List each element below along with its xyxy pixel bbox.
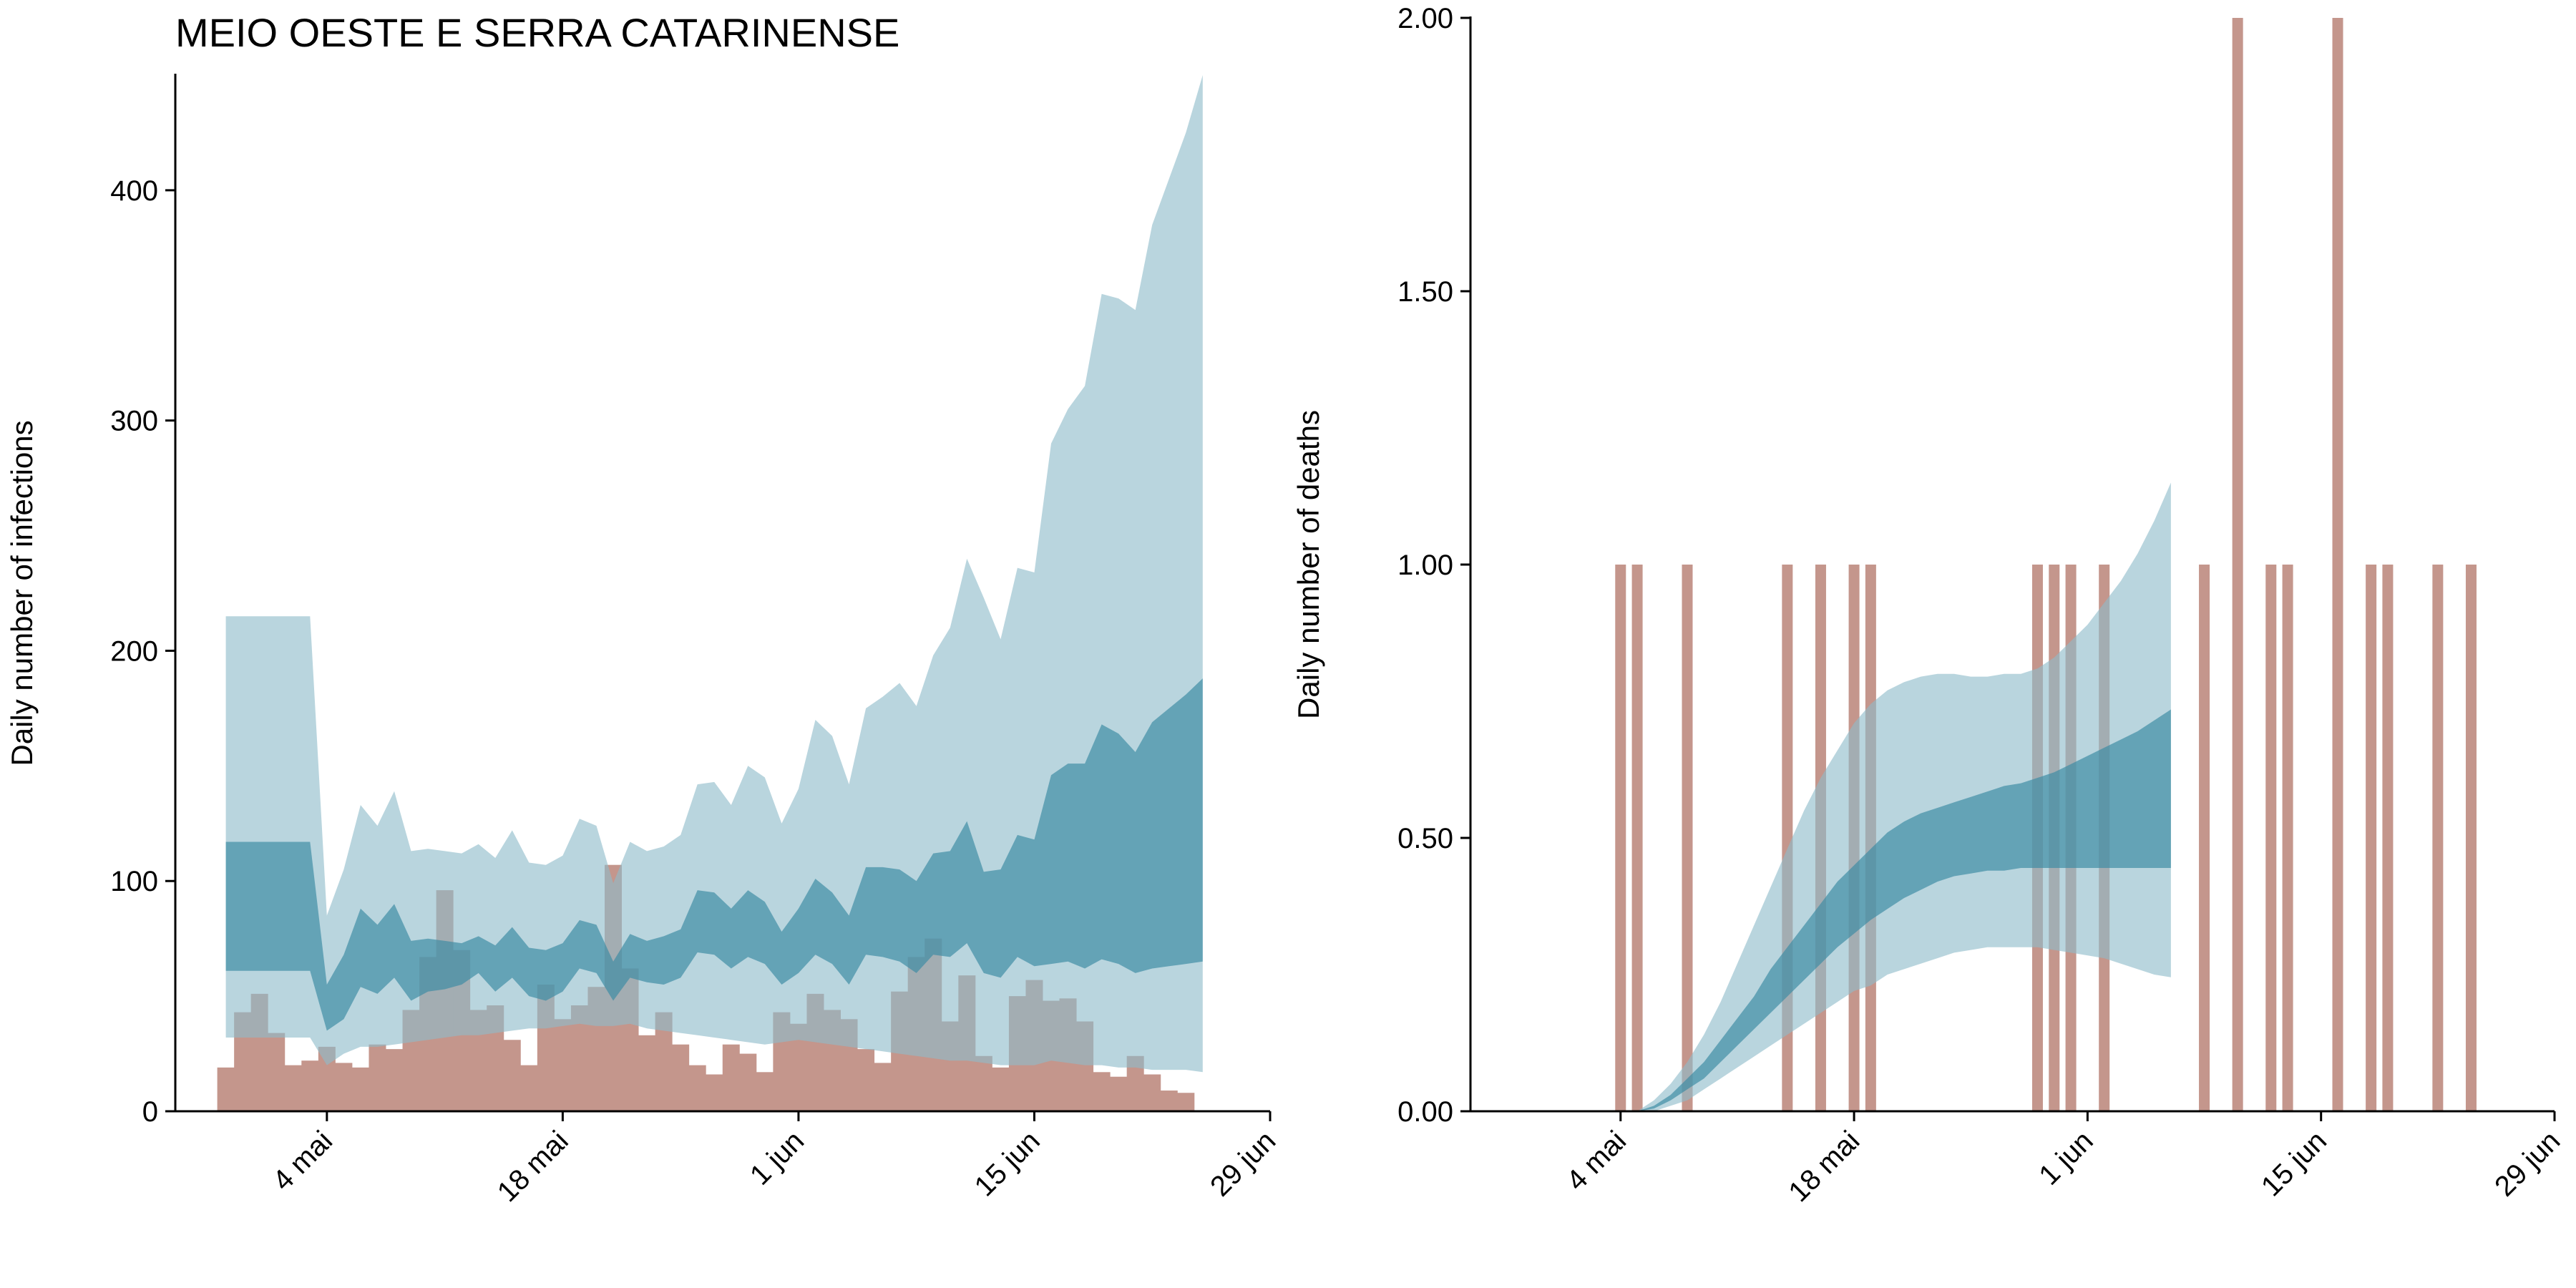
outer_band: [225, 75, 1203, 1073]
bar: [2199, 565, 2210, 1111]
bar: [1682, 565, 1693, 1111]
inner_band: [1637, 709, 2171, 1111]
x-tick-label: 29 jun: [1204, 1125, 1282, 1202]
bar: [706, 1074, 723, 1111]
bar: [520, 1065, 538, 1111]
bar: [217, 1067, 235, 1111]
y-tick-label: 400: [110, 175, 158, 207]
y-tick-label: 1.50: [1397, 276, 1453, 308]
bar: [857, 1049, 875, 1111]
x-tick-label: 4 mai: [267, 1125, 338, 1196]
bar: [688, 1065, 706, 1111]
x-tick-label: 15 jun: [969, 1125, 1046, 1202]
infections-panel: 0 100 200 300 400 4 mai 18 mai 1 jun 15 jun 29 ju…: [5, 74, 1282, 1208]
bar: [369, 1044, 386, 1111]
x-tick-label: 1 jun: [2033, 1125, 2099, 1191]
y-tick-label: 1.00: [1397, 550, 1453, 581]
deaths-panel: 0.00 0.50 1.00 1.50 2.00 4 mai 18 mai 1 jun 15 j…: [1292, 3, 2566, 1208]
bar: [1110, 1076, 1128, 1111]
bar: [386, 1049, 403, 1111]
bar: [722, 1044, 740, 1111]
y-tick-label: 2.00: [1397, 3, 1453, 34]
x-tick-label: 18 mai: [1782, 1125, 1865, 1208]
bar: [992, 1067, 1010, 1111]
bar: [2232, 18, 2243, 1111]
bar: [335, 1063, 353, 1111]
bar: [554, 1019, 572, 1111]
y-tick-label: 300: [110, 406, 158, 437]
bar: [301, 1060, 319, 1111]
bar: [1177, 1093, 1195, 1111]
x-tick-label: 4 mai: [1561, 1125, 1632, 1196]
bar: [503, 1040, 521, 1111]
bar: [1615, 565, 1626, 1111]
x-tick-label: 15 jun: [2255, 1125, 2333, 1202]
bar: [739, 1053, 757, 1111]
bar: [2282, 565, 2293, 1111]
y-axis-title: Daily number of infections: [5, 420, 39, 766]
bars: [1615, 18, 2477, 1111]
x-tick-label: 1 jun: [744, 1125, 810, 1191]
y-axis-title: Daily number of deaths: [1292, 410, 1325, 719]
bar: [672, 1044, 690, 1111]
bar: [2265, 565, 2277, 1111]
y-tick-label: 0: [142, 1096, 158, 1128]
bar: [638, 1035, 656, 1111]
bar: [975, 1055, 992, 1111]
bar: [2332, 18, 2343, 1111]
bar: [351, 1067, 369, 1111]
bar: [2465, 565, 2477, 1111]
bar: [1143, 1074, 1161, 1111]
chart-title: MEIO OESTE E SERRA CATARINENSE: [175, 10, 899, 55]
bar: [268, 1033, 286, 1111]
y-tick-label: 0.00: [1397, 1096, 1453, 1128]
outer_band: [1637, 482, 2171, 1111]
bar: [1160, 1091, 1178, 1111]
inner_band: [225, 678, 1203, 1031]
bar: [284, 1065, 302, 1111]
y-tick-label: 0.50: [1397, 823, 1453, 854]
bar: [756, 1072, 774, 1111]
bar: [2432, 565, 2444, 1111]
bar: [1631, 565, 1643, 1111]
bar: [2366, 565, 2377, 1111]
bar: [2382, 565, 2394, 1111]
bar: [1093, 1072, 1111, 1111]
x-tick-label: 18 mai: [492, 1125, 575, 1208]
y-tick-label: 200: [110, 635, 158, 667]
bar: [874, 1063, 892, 1111]
y-tick-label: 100: [110, 866, 158, 897]
x-tick-label: 29 jun: [2489, 1125, 2566, 1202]
